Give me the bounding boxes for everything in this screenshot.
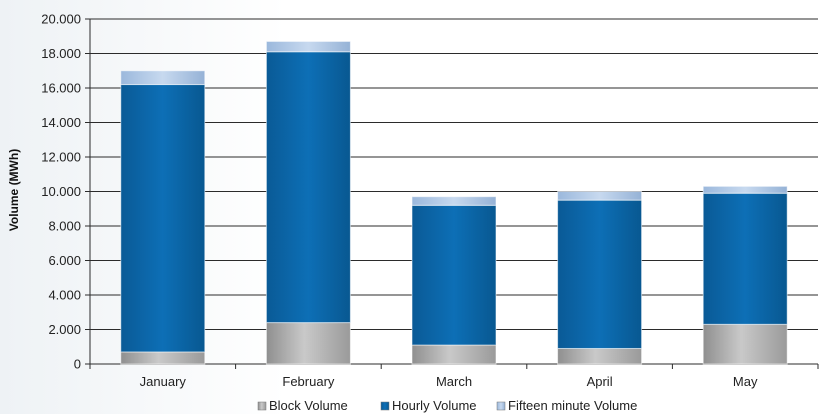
legend-label-fifteen-minute-volume: Fifteen minute Volume [508,398,637,413]
bar-hourly-volume [411,204,497,346]
bar-block-volume [265,322,351,365]
legend-swatch-block-volume [257,401,267,411]
x-tick-label: March [436,374,472,389]
y-tick-label: 10.000 [41,184,81,199]
bar-fifteen-minute-volume [557,191,643,201]
y-tick-label: 0 [74,357,81,372]
y-tick-label: 2.000 [48,322,81,337]
bar-fifteen-minute-volume [411,196,497,206]
bar-hourly-volume [120,84,206,353]
y-tick-label: 8.000 [48,219,81,234]
x-tick-label: April [587,374,613,389]
x-tick-label: January [140,374,187,389]
y-tick-label: 16.000 [41,81,81,96]
bar-block-volume [702,323,788,365]
y-tick-label: 18.000 [41,46,81,61]
bar-hourly-volume [557,199,643,349]
bar-hourly-volume [265,51,351,324]
bar-fifteen-minute-volume [120,70,206,86]
legend-swatch-hourly-volume [380,401,390,411]
x-tick-label: February [282,374,335,389]
x-tick-label: May [733,374,758,389]
y-tick-label: 14.000 [41,115,81,130]
legend-swatch-fifteen-minute-volume [496,401,506,411]
legend-label-block-volume: Block Volume [269,398,348,413]
y-tick-label: 20.000 [41,12,81,27]
bar-block-volume [557,347,643,365]
y-axis-label: Volume (MWh) [7,149,21,231]
bar-fifteen-minute-volume [265,40,351,53]
legend-label-hourly-volume: Hourly Volume [392,398,477,413]
bar-block-volume [120,351,206,365]
y-tick-label: 6.000 [48,253,81,268]
y-tick-label: 12.000 [41,150,81,165]
bar-block-volume [411,344,497,365]
y-tick-label: 4.000 [48,288,81,303]
bar-fifteen-minute-volume [702,185,788,194]
bar-hourly-volume [702,192,788,325]
